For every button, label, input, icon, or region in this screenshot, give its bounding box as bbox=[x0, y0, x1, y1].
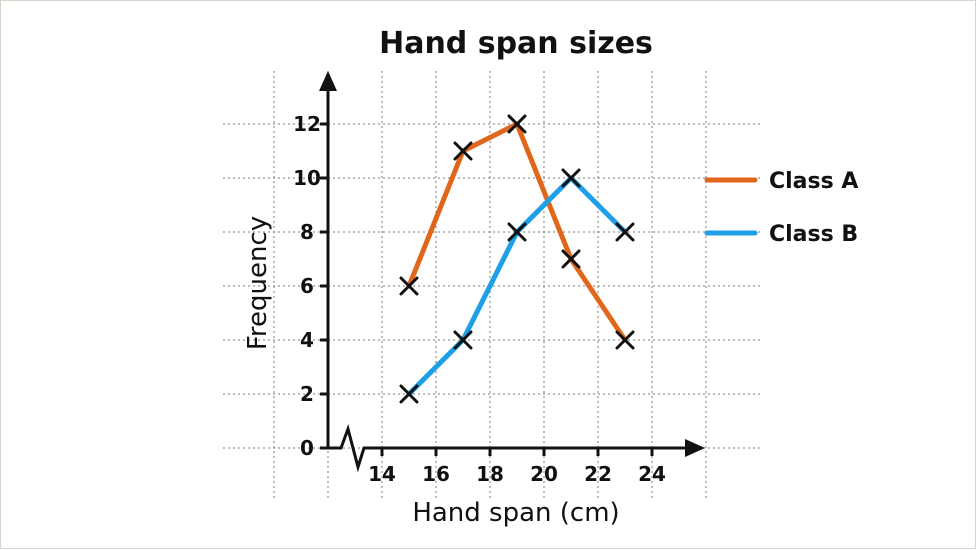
y-tick-label: 6 bbox=[300, 274, 314, 298]
data-point-marker bbox=[399, 384, 419, 404]
data-point-marker bbox=[453, 141, 473, 161]
axes bbox=[319, 71, 705, 473]
x-tick-label: 24 bbox=[638, 462, 666, 486]
data-point-marker bbox=[453, 330, 473, 350]
y-tick-label: 12 bbox=[293, 112, 321, 136]
y-axis-label: Frequency bbox=[243, 216, 273, 350]
x-tick-label: 16 bbox=[422, 462, 450, 486]
chart-title: Hand span sizes bbox=[379, 26, 653, 61]
y-tick-label: 10 bbox=[293, 166, 321, 190]
legend-label: Class B bbox=[769, 222, 858, 247]
y-tick-label: 4 bbox=[300, 328, 314, 352]
x-axis-line bbox=[328, 424, 687, 473]
data-point-marker bbox=[507, 114, 527, 134]
data-point-marker bbox=[399, 276, 419, 296]
y-axis-arrow bbox=[319, 71, 337, 91]
data-point-marker bbox=[561, 168, 581, 188]
x-tick-label: 20 bbox=[530, 462, 558, 486]
y-tick-label: 2 bbox=[300, 382, 314, 406]
x-tick-label: 18 bbox=[476, 462, 504, 486]
x-axis-label: Hand span (cm) bbox=[412, 498, 619, 528]
legend: Class A Class B bbox=[704, 169, 858, 247]
data-point-marker bbox=[615, 222, 635, 242]
x-axis-arrow bbox=[685, 439, 705, 457]
series-lines bbox=[406, 121, 628, 397]
data-point-marker bbox=[507, 222, 527, 242]
data-markers bbox=[399, 114, 635, 404]
data-point-marker bbox=[615, 330, 635, 350]
x-tick-label: 14 bbox=[368, 462, 396, 486]
legend-label: Class A bbox=[769, 169, 858, 194]
y-tick-label: 8 bbox=[300, 220, 314, 244]
data-point-marker bbox=[561, 249, 581, 269]
y-tick-label: 0 bbox=[300, 436, 314, 460]
x-tick-label: 22 bbox=[584, 462, 612, 486]
